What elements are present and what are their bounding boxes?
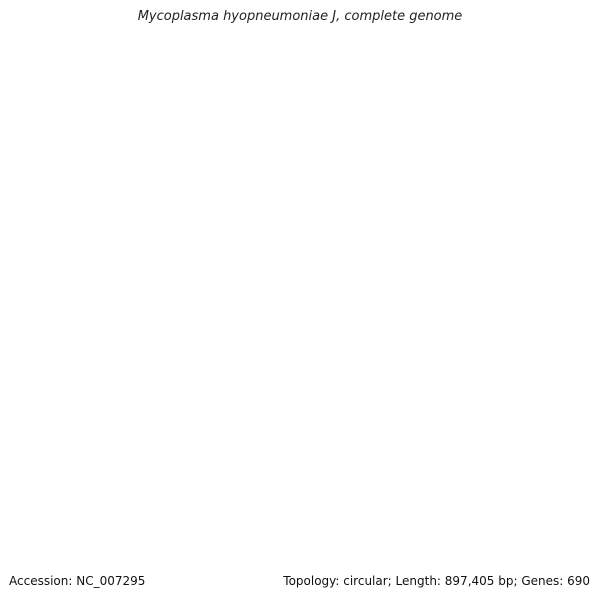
- accession-text: Accession: NC_007295: [9, 574, 146, 588]
- genome-summary-text: Topology: circular; Length: 897,405 bp; …: [283, 574, 590, 588]
- map-title: Mycoplasma hyopneumoniae J, complete gen…: [137, 9, 463, 24]
